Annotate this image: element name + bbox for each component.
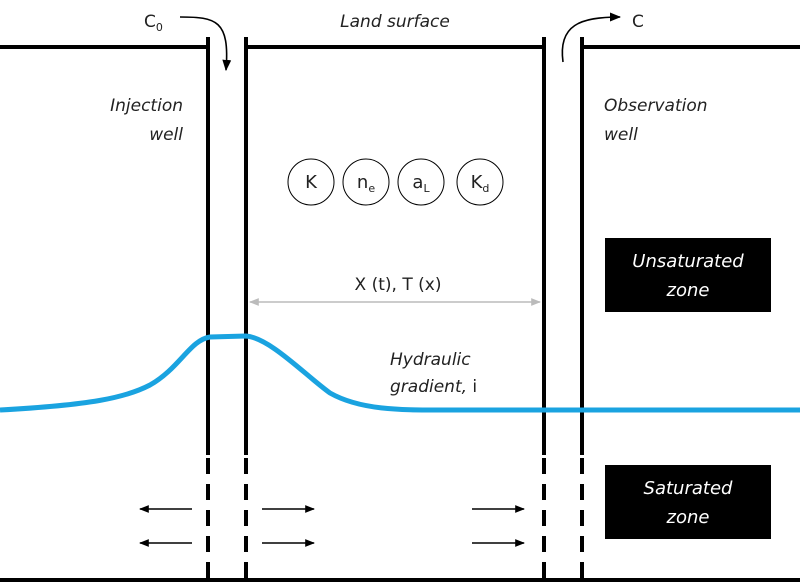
unsaturated-zone-label-line1: Unsaturated <box>632 251 744 272</box>
land-surface-label: Land surface <box>340 12 450 32</box>
distance-label: X (t), T (x) <box>355 275 442 295</box>
observation-well-label-line2: well <box>604 125 638 145</box>
saturated-zone-label-line2: zone <box>666 507 710 528</box>
saturated-zone-box <box>605 465 771 539</box>
c0-label: C0 <box>144 12 163 34</box>
parameter-aL: aL <box>397 158 445 206</box>
hydraulic-gradient-label-line1: Hydraulic <box>390 350 471 370</box>
injection-inflow-arrow <box>179 16 232 72</box>
c-output-label: C <box>632 12 644 32</box>
parameter-ne: ne <box>342 158 390 206</box>
observation-well-label-line1: Observation <box>604 96 708 116</box>
water-table-curve <box>0 333 800 413</box>
svg-text:aL: aL <box>412 172 430 195</box>
unsaturated-zone-box <box>605 238 771 312</box>
parameter-Kd: Kd <box>456 158 504 206</box>
injection-well-label-line2: well <box>149 125 183 145</box>
hydraulic-gradient-label-line2: gradient, i <box>390 377 477 397</box>
svg-text:K: K <box>305 172 318 193</box>
unsaturated-zone-label-line2: zone <box>666 280 710 301</box>
parameter-K: K <box>287 158 335 206</box>
injection-well-label-line1: Injection <box>110 96 183 116</box>
observation-outflow-arrow <box>561 12 622 63</box>
svg-text:ne: ne <box>357 172 375 195</box>
svg-text:Kd: Kd <box>471 172 490 195</box>
saturated-zone-label-line1: Saturated <box>644 478 733 499</box>
